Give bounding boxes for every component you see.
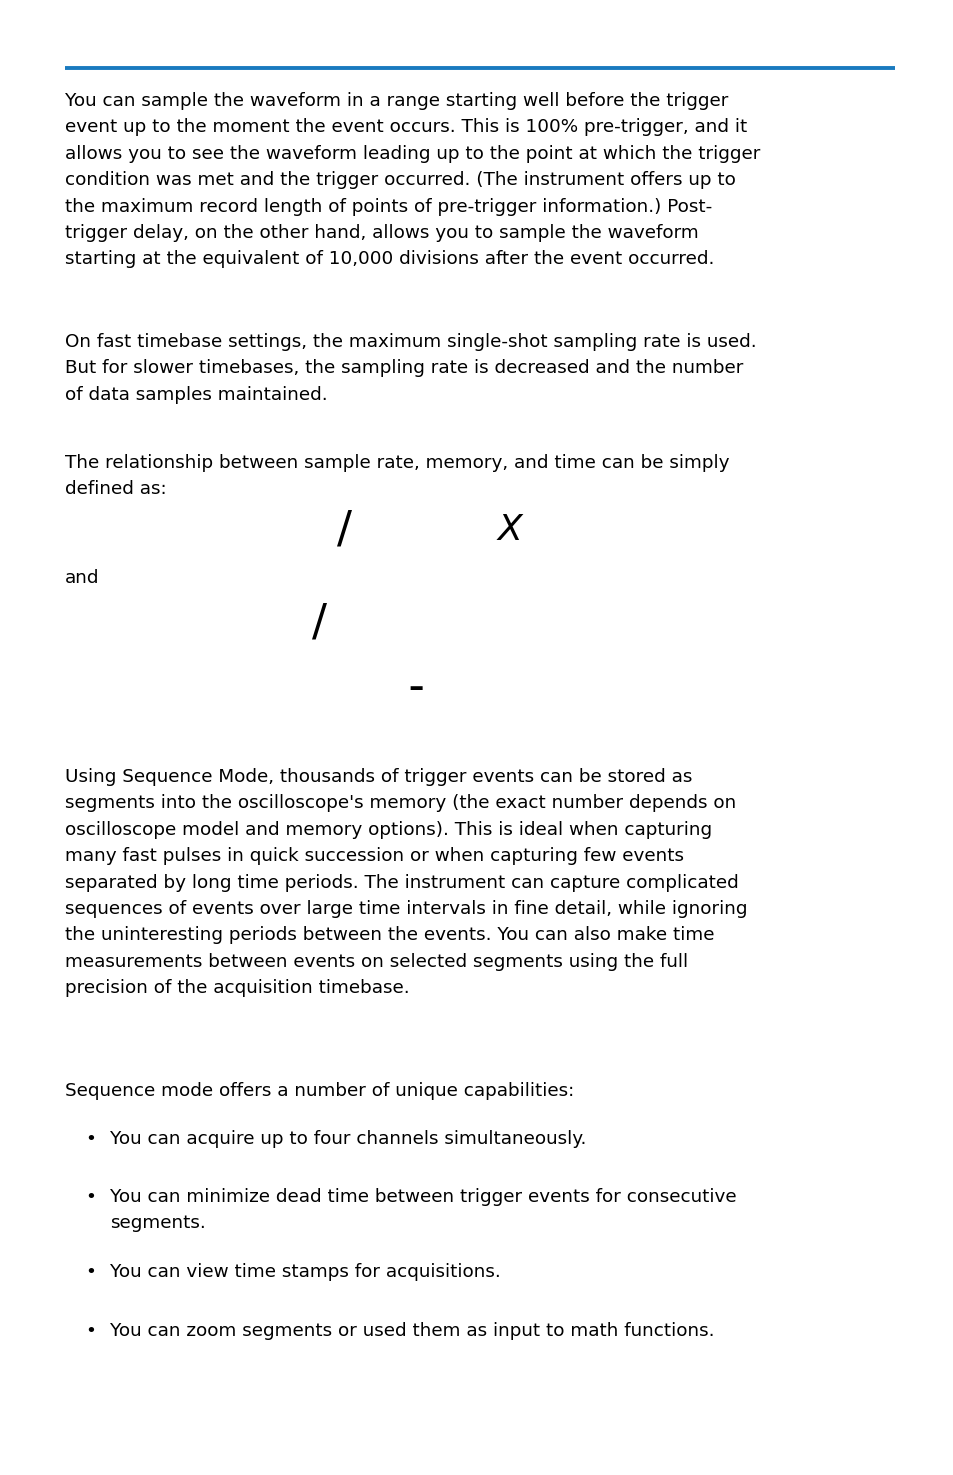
Text: –: – <box>408 674 423 702</box>
Text: You can sample the waveform in a range starting well before the trigger
event up: You can sample the waveform in a range s… <box>65 91 760 268</box>
Text: You can minimize dead time between trigger events for consecutive
segments.: You can minimize dead time between trigg… <box>110 1187 736 1233</box>
Text: Sequence mode offers a number of unique capabilities:: Sequence mode offers a number of unique … <box>65 1083 574 1100</box>
Text: /: / <box>337 509 352 552</box>
Text: On fast timebase settings, the maximum single-shot sampling rate is used.
But fo: On fast timebase settings, the maximum s… <box>65 333 756 404</box>
Text: •: • <box>85 1322 95 1339</box>
Text: /: / <box>313 602 327 645</box>
Text: The relationship between sample rate, memory, and time can be simply
defined as:: The relationship between sample rate, me… <box>65 454 729 499</box>
Text: You can view time stamps for acquisitions.: You can view time stamps for acquisition… <box>110 1263 500 1280</box>
Text: Using Sequence Mode, thousands of trigger events can be stored as
segments into : Using Sequence Mode, thousands of trigge… <box>65 768 747 997</box>
Text: •: • <box>85 1130 95 1148</box>
Text: •: • <box>85 1187 95 1207</box>
Text: and: and <box>65 569 99 587</box>
Text: You can acquire up to four channels simultaneously.: You can acquire up to four channels simu… <box>110 1130 586 1148</box>
Text: You can zoom segments or used them as input to math functions.: You can zoom segments or used them as in… <box>110 1322 714 1339</box>
Text: X: X <box>497 513 522 547</box>
Text: •: • <box>85 1263 95 1280</box>
